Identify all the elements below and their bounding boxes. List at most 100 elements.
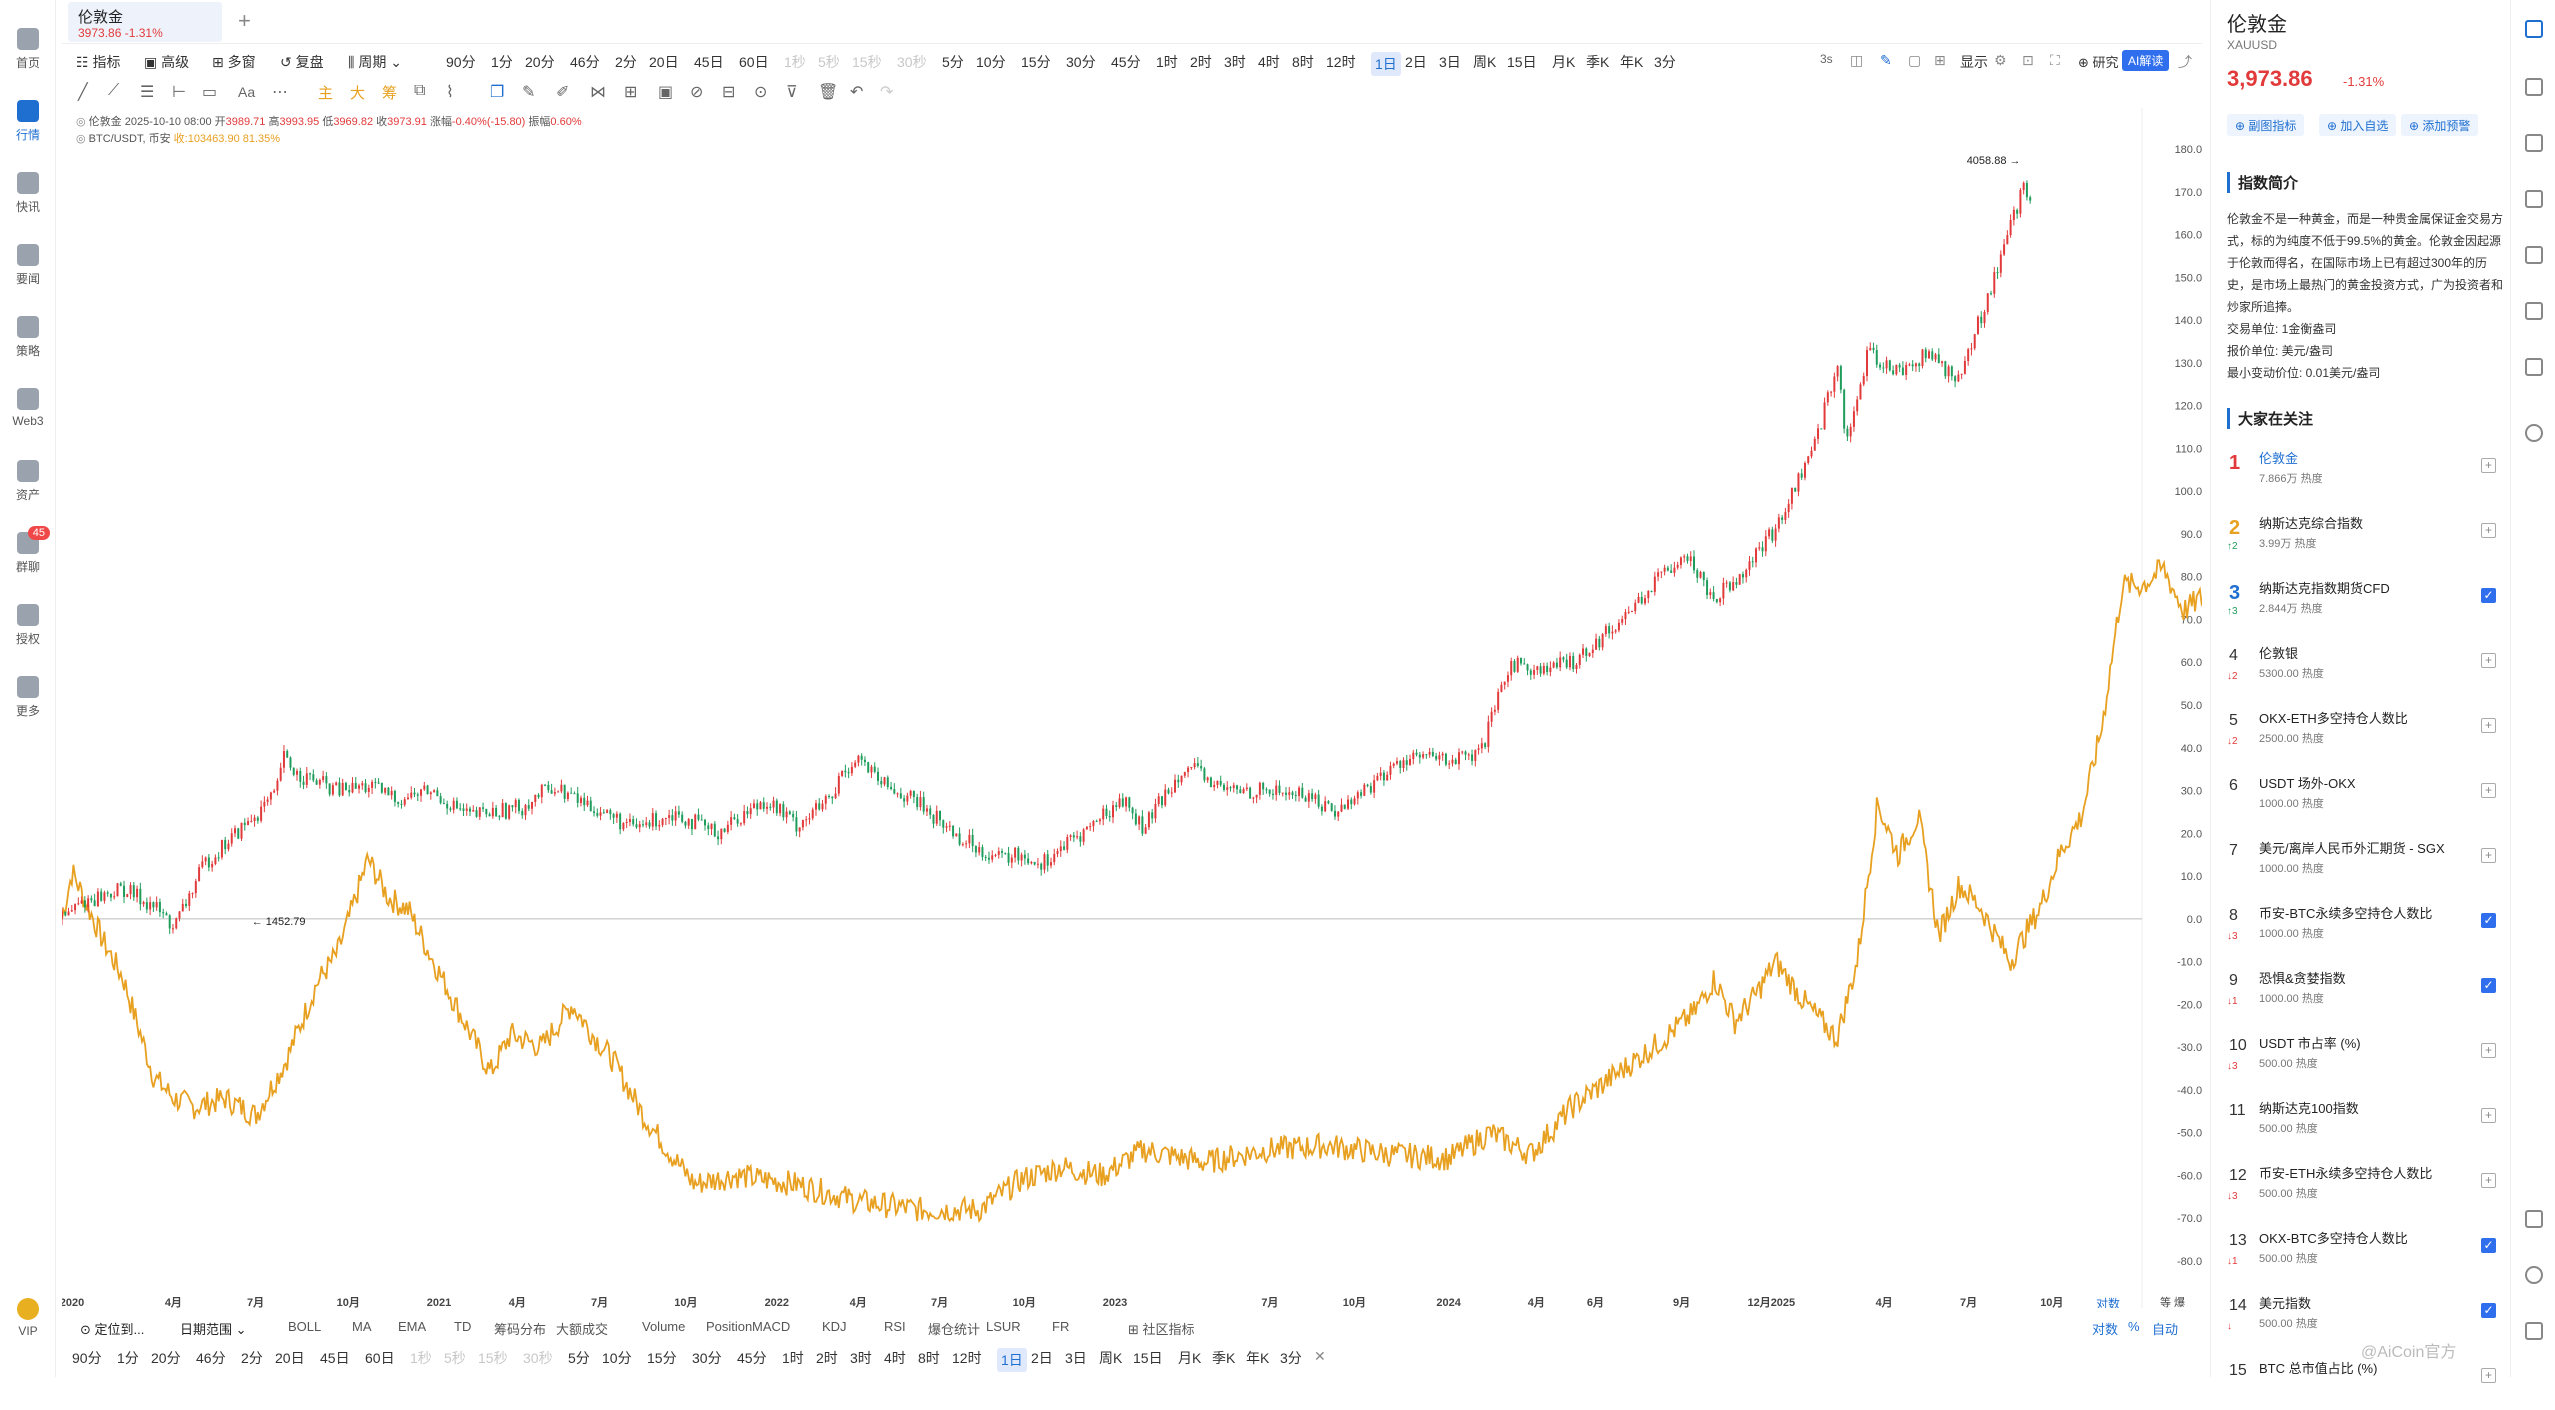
pct-scale-button[interactable]: 对数 [2092, 1322, 2119, 1337]
period-2日[interactable]: 2日 [1405, 54, 1427, 70]
watch-item[interactable]: 12 ↓3 币安-ETH永续多空持仓人数比 500.00 热度 + [2211, 1155, 2511, 1215]
bottom-period-3分[interactable]: 3分 [1280, 1350, 1302, 1366]
bottom-period-2时[interactable]: 2时 [816, 1350, 838, 1366]
eye-icon[interactable]: ◎ [76, 116, 86, 128]
nav-web3[interactable]: Web3 [0, 388, 56, 428]
period-3时[interactable]: 3时 [1224, 54, 1246, 70]
bottom-period-12时[interactable]: 12时 [952, 1350, 982, 1366]
period-4时[interactable]: 4时 [1258, 54, 1280, 70]
ai-analysis-button[interactable]: AI解读 [2122, 50, 2170, 71]
parallel-tool-icon[interactable]: ☰ [140, 84, 155, 101]
period-15分[interactable]: 15分 [1021, 54, 1051, 70]
pattern-tool-icon[interactable]: ⋈ [590, 84, 606, 101]
watch-item[interactable]: 13 ↓1 OKX-BTC多空持仓人数比 500.00 热度 ✓ [2211, 1220, 2511, 1280]
settings-icon[interactable] [2525, 424, 2543, 442]
watch-checkbox[interactable]: + [2481, 783, 2496, 798]
eye-tool-icon[interactable]: ⊙ [754, 84, 768, 101]
period-1分[interactable]: 1分 [491, 54, 513, 70]
indicator-0[interactable]: ⊙ 定位到... [80, 1322, 145, 1337]
watch-checkbox[interactable]: ✓ [2481, 1238, 2496, 1253]
pen-icon[interactable]: ✎ [1880, 52, 1892, 68]
nav-key[interactable]: 授权 [0, 604, 56, 647]
indicator-1[interactable]: 日期范围 ⌄ [180, 1322, 247, 1337]
indicator-8[interactable]: Volume [642, 1319, 686, 1334]
period-2分[interactable]: 2分 [615, 54, 637, 70]
eye-icon[interactable]: ◎ [76, 133, 86, 145]
ruler-tool-icon[interactable]: ⌇ [446, 84, 454, 101]
fullscreen-icon[interactable]: ⛶ [2050, 52, 2060, 68]
camera2-icon[interactable]: ⊡ [2022, 52, 2034, 68]
chart-area[interactable]: 180.00% 170.00% 160.00% 150.00% 140.00% 130.0… [60, 108, 2224, 1311]
bottom-period-1时[interactable]: 1时 [782, 1350, 804, 1366]
period-8时[interactable]: 8时 [1292, 54, 1314, 70]
clone-tool-icon[interactable]: ❐ [490, 84, 505, 101]
watch-checkbox[interactable]: ✓ [2481, 978, 2496, 993]
fib-tool-icon[interactable]: ⊞ [624, 84, 638, 101]
pen-tool-icon[interactable]: ✎ [522, 84, 536, 101]
period-45分[interactable]: 45分 [1111, 54, 1141, 70]
bottom-period-年K[interactable]: 年K [1246, 1350, 1270, 1366]
bottom-period-60日[interactable]: 60日 [365, 1350, 395, 1366]
bottom-period-30秒[interactable]: 30秒 [523, 1350, 553, 1366]
toolbar-indicator-button[interactable]: ☷ 指标 [76, 54, 121, 70]
period-3日[interactable]: 3日 [1439, 54, 1461, 70]
undo-icon[interactable]: ↶ [850, 84, 864, 101]
bottom-period-15秒[interactable]: 15秒 [478, 1350, 508, 1366]
watch-item[interactable]: 1 伦敦金 7.866万 热度 + [2211, 440, 2511, 500]
watch-checkbox[interactable]: ✓ [2481, 588, 2496, 603]
nav-wallet[interactable]: 资产 [0, 460, 56, 503]
indicator-10[interactable]: MACD [752, 1319, 791, 1334]
period-30分[interactable]: 30分 [1066, 54, 1096, 70]
period-12时[interactable]: 12时 [1326, 54, 1356, 70]
period-周K[interactable]: 周K [1473, 54, 1497, 70]
filter-tool-icon[interactable]: ⊽ [786, 84, 798, 101]
period-2时[interactable]: 2时 [1190, 54, 1212, 70]
watch-checkbox[interactable]: + [2481, 1108, 2496, 1123]
period-90分[interactable]: 90分 [446, 54, 476, 70]
chip-button[interactable]: 筹 [382, 85, 398, 102]
period-月K[interactable]: 月K [1552, 54, 1576, 70]
watch-checkbox[interactable]: ✓ [2481, 913, 2496, 928]
indicator-11[interactable]: KDJ [822, 1319, 847, 1334]
bottom-period-45分[interactable]: 45分 [737, 1350, 767, 1366]
nav-vip[interactable]: VIP [0, 1298, 56, 1338]
period-20日[interactable]: 20日 [649, 54, 679, 70]
watch-checkbox[interactable]: + [2481, 848, 2496, 863]
grid-icon[interactable]: ⊞ [1934, 52, 1946, 68]
percent-button[interactable]: % [2128, 1319, 2140, 1334]
auto-scale-button[interactable]: 自动 [2152, 1322, 2179, 1337]
ai-icon[interactable] [2525, 1322, 2543, 1340]
toolbar-multiwindow-button[interactable]: ⊞ 多窗 [212, 54, 256, 70]
watch-item[interactable]: 7 美元/离岸人民币外汇期货 - SGX 1000.00 热度 + [2211, 830, 2511, 890]
bottom-period-月K[interactable]: 月K [1178, 1350, 1202, 1366]
price-chart[interactable]: 180.00% 170.00% 160.00% 150.00% 140.00% 130.0… [60, 108, 2224, 1311]
watch-checkbox[interactable]: + [2481, 653, 2496, 668]
nav-article[interactable]: 要闻 [0, 244, 56, 287]
bottom-period-15分[interactable]: 15分 [647, 1350, 677, 1366]
tab-xauusd[interactable]: 伦敦金 3973.86 -1.31% [68, 2, 222, 42]
bottom-period-5分[interactable]: 5分 [568, 1350, 590, 1366]
kline-icon[interactable] [2525, 246, 2543, 264]
nav-strategy[interactable]: 策略 [0, 316, 56, 359]
trend-icon[interactable] [2525, 190, 2543, 208]
watch-checkbox[interactable]: + [2481, 1043, 2496, 1058]
toolbar-replay-button[interactable]: ↺ 复盘 [280, 54, 324, 70]
bottom-period-2分[interactable]: 2分 [241, 1350, 263, 1366]
bottom-period-3时[interactable]: 3时 [850, 1350, 872, 1366]
watch-item[interactable]: 8 ↓3 币安-BTC永续多空持仓人数比 1000.00 热度 ✓ [2211, 895, 2511, 955]
nav-news[interactable]: 快讯 [0, 172, 56, 215]
layout-icon[interactable] [2525, 1210, 2543, 1228]
period-45日[interactable]: 45日 [694, 54, 724, 70]
detail-icon[interactable] [2525, 20, 2543, 38]
add-watchlist-button[interactable]: ⊕ 加入自选 [2319, 114, 2397, 136]
bottom-period-1分[interactable]: 1分 [117, 1350, 139, 1366]
bottom-period-2日[interactable]: 2日 [1031, 1350, 1053, 1366]
log-scale-button[interactable]: 对数 [2096, 1296, 2120, 1311]
nav-chat[interactable]: 群聊 45 [0, 526, 56, 575]
watch-item[interactable]: 6 USDT 场外-OKX 1000.00 热度 + [2211, 765, 2511, 825]
period-季K[interactable]: 季K [1586, 54, 1610, 70]
watch-item[interactable]: 15 BTC 总市值占比 (%) + [2211, 1350, 2511, 1410]
bottom-period-5秒[interactable]: 5秒 [444, 1350, 466, 1366]
period-1日[interactable]: 1日 [1371, 52, 1401, 76]
watch-item[interactable]: 3 ↑3 纳斯达克指数期货CFD 2.844万 热度 ✓ [2211, 570, 2511, 630]
